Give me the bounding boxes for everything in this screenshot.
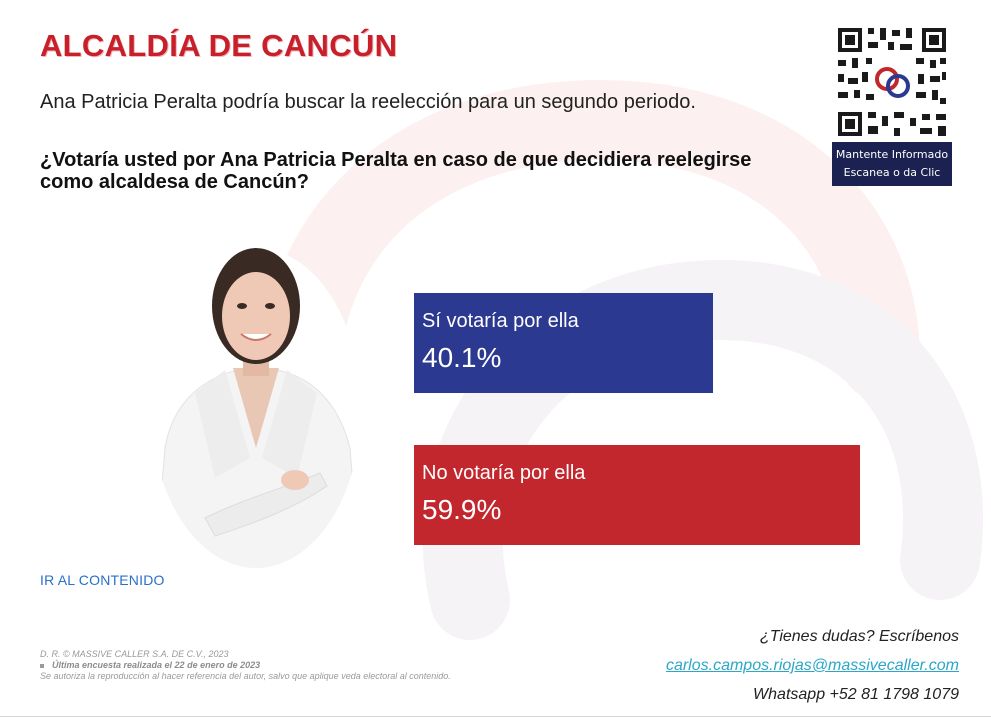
qr-caption-line2: Escanea o da Clic xyxy=(843,166,941,179)
legal-notice: D. R. © MASSIVE CALLER S.A. DE C.V., 202… xyxy=(40,649,500,682)
bar-si xyxy=(414,293,713,393)
bottom-divider xyxy=(0,716,991,717)
legal-line-3: Se autoriza la reproducción al hacer ref… xyxy=(40,671,451,681)
bar-no xyxy=(414,445,860,545)
contact-email-link[interactable]: carlos.campos.riojas@massivecaller.com xyxy=(665,657,959,674)
bar-label-no: No votaría por ella 59.9% xyxy=(414,445,860,545)
contact-whatsapp: Whatsapp +52 81 1798 1079 xyxy=(753,686,959,703)
bar-label-si: Sí votaría por ella 40.1% xyxy=(414,293,713,393)
legal-line-1: D. R. © MASSIVE CALLER S.A. DE C.V., 202… xyxy=(40,649,229,659)
contact-prompt: ¿Tienes dudas? Escríbenos xyxy=(759,628,959,645)
category-label-no: No votaría por ella xyxy=(422,462,586,484)
value-label-no: 59.9% xyxy=(422,494,502,525)
bullet-icon xyxy=(40,663,44,668)
qr-code-icon[interactable] xyxy=(832,22,952,142)
qr-caption[interactable]: Mantente Informado Escanea o da Clic xyxy=(832,142,952,186)
page-subtitle: Ana Patricia Peralta podría buscar la re… xyxy=(40,91,696,113)
legal-line-2-text: Última encuesta realizada el 22 de enero… xyxy=(52,660,261,670)
page-title: ALCALDÍA DE CANCÚN xyxy=(40,28,398,63)
ir-al-contenido-link[interactable]: IR AL CONTENIDO xyxy=(40,572,165,588)
contact-block: ¿Tienes dudas? Escríbenos carlos.campos.… xyxy=(666,626,959,706)
legal-line-2: Última encuesta realizada el 22 de enero… xyxy=(40,660,500,671)
qr-caption-line1: Mantente Informado xyxy=(835,148,949,161)
category-label-si: Sí votaría por ella xyxy=(422,310,579,332)
poll-question: ¿Votaría usted por Ana Patricia Peralta … xyxy=(40,149,752,193)
person-photo xyxy=(145,218,367,570)
value-label-si: 40.1% xyxy=(422,342,502,373)
